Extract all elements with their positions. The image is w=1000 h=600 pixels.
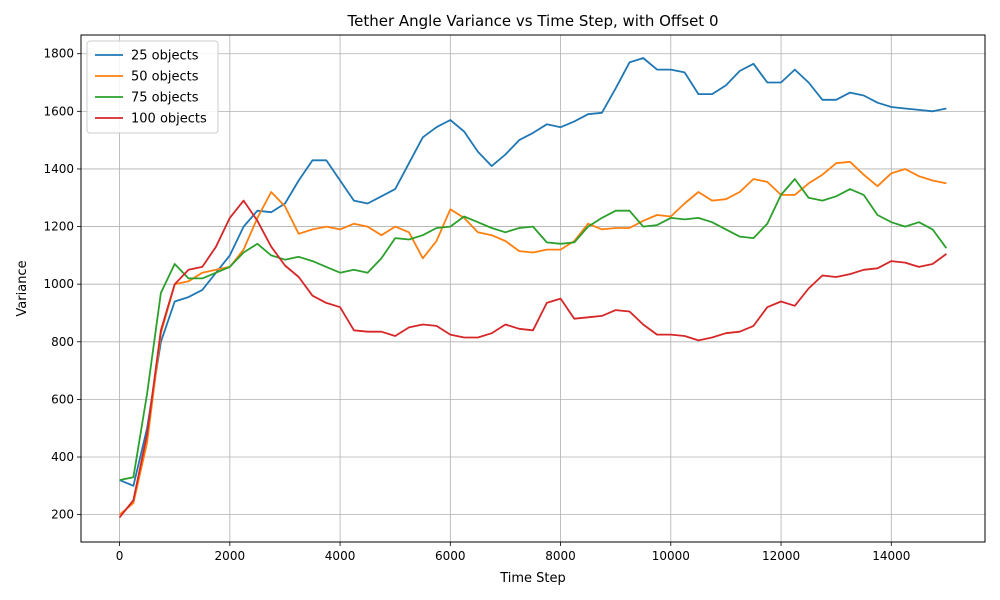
legend-label: 50 objects	[131, 70, 199, 85]
y-tick-label: 400	[51, 450, 74, 464]
y-tick-label: 1800	[43, 47, 74, 61]
y-axis: 200 400 600 800 1000 1200 1400 1600 1800	[43, 47, 81, 522]
x-tick-label: 12000	[762, 549, 800, 563]
x-tick-label: 4000	[325, 549, 356, 563]
y-tick-label: 1600	[43, 104, 74, 118]
y-tick-label: 200	[51, 508, 74, 522]
legend-label: 75 objects	[131, 91, 199, 106]
chart-title: Tether Angle Variance vs Time Step, with…	[346, 12, 718, 30]
x-axis-label: Time Step	[499, 571, 566, 586]
x-axis: 0 2000 4000 6000 8000 10000 12000 14000	[116, 542, 910, 563]
y-tick-label: 1000	[43, 277, 74, 291]
y-tick-label: 1200	[43, 220, 74, 234]
y-tick-label: 600	[51, 392, 74, 406]
x-tick-label: 8000	[545, 549, 576, 563]
series-line-3	[119, 178, 948, 481]
series-line-1	[119, 57, 947, 487]
legend: 25 objects 50 objects 75 objects 100 object…	[86, 40, 219, 134]
x-tick-label: 6000	[435, 549, 466, 563]
series-line-2	[119, 160, 947, 516]
x-tick-label: 0	[116, 549, 124, 563]
plot-area	[80, 34, 986, 543]
y-tick-label: 800	[51, 335, 74, 349]
legend-box	[86, 40, 219, 134]
y-axis-label: Variance	[15, 260, 30, 316]
y-tick-label: 1400	[43, 162, 74, 176]
series-line-4	[118, 199, 947, 519]
x-tick-label: 14000	[872, 549, 910, 563]
x-tick-label: 10000	[652, 549, 690, 563]
series-layer	[118, 57, 948, 519]
legend-label: 25 objects	[131, 49, 199, 64]
legend-label: 100 objects	[131, 112, 207, 127]
x-tick-label: 2000	[215, 549, 246, 563]
